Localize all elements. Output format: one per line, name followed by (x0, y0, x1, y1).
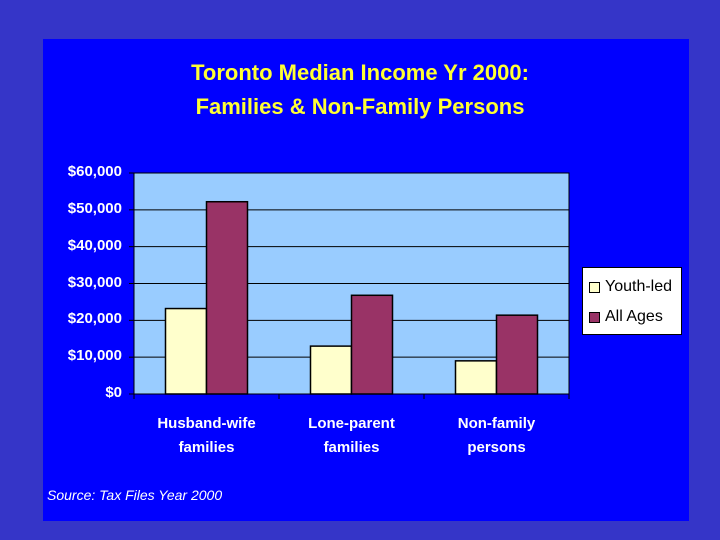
axes (129, 172, 570, 399)
bar-youth-led-1 (309, 345, 353, 395)
legend-item-all-ages: All Ages (589, 307, 663, 327)
x-category-label-line1: Lone-parent (308, 415, 395, 432)
x-category-label-line2: families (178, 439, 235, 456)
chart-title-line-2: Families & Non-Family Persons (195, 94, 525, 119)
y-tick-label: $50,000 (67, 199, 122, 217)
y-tick-label: $0 (105, 384, 122, 401)
legend-label-all-ages: All Ages (605, 308, 663, 325)
bar-all-ages-1 (350, 294, 394, 395)
x-category-label: Lone-parent families (282, 412, 422, 460)
legend-label-youth-led: Youth-led (605, 278, 673, 295)
x-category-label-line1: Non-family (457, 415, 536, 432)
legend-swatch-youth-led (589, 281, 600, 293)
bar-youth-led-0 (164, 307, 208, 395)
y-tick-label: $30,000 (67, 273, 122, 291)
x-category-label-line2: persons (467, 439, 526, 456)
bar-all-ages-0 (205, 200, 249, 395)
legend: Youth-led All Ages (582, 267, 682, 335)
bar-youth-led-2 (454, 360, 498, 395)
source-note: Source: Tax Files Year 2000 (47, 487, 223, 503)
x-category-label-line2: families (323, 439, 380, 456)
x-category-label: Non-family persons (427, 412, 567, 460)
y-tick-label: $60,000 (67, 163, 122, 180)
legend-swatch-all-ages (589, 311, 600, 323)
y-tick-label: $10,000 (67, 347, 122, 365)
bars (164, 200, 539, 395)
x-category-label: Husband-wife families (137, 412, 277, 460)
y-tick-label: $20,000 (67, 310, 122, 328)
chart-title-line-1: Toronto Median Income Yr 2000: (191, 60, 529, 85)
x-category-label-line1: Husband-wife (157, 415, 256, 432)
y-tick-label: $40,000 (67, 236, 122, 254)
bar-all-ages-2 (495, 314, 539, 395)
legend-item-youth-led: Youth-led (589, 277, 672, 297)
